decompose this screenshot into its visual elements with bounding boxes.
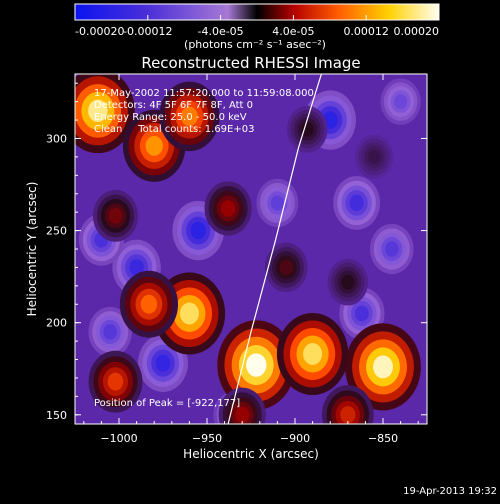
emission-source [373, 355, 393, 379]
emission-source [340, 406, 356, 424]
negative-residual [103, 324, 117, 340]
emission-sources [75, 74, 421, 424]
emission-source [107, 372, 124, 391]
y-tick-label: 300 [46, 132, 67, 145]
energy-range: Energy Range: 25.0 - 50.0 keV [94, 112, 247, 123]
emission-source [279, 259, 293, 276]
colorbar-gradient [74, 3, 440, 21]
y-axis-label: Heliocentric Y (arcsec) [25, 182, 39, 317]
x-tick-label: −1000 [100, 432, 137, 445]
chart-title: Reconstructed RHESSI Image [141, 54, 360, 72]
emission-source [303, 343, 323, 365]
y-tick-label: 200 [46, 317, 67, 330]
colorbar: -0.00020-0.00012 -4.0e-05 4.0e-05 0.00012 0.… [74, 3, 440, 51]
emission-source [140, 294, 158, 314]
detectors: Detectors: 4F 5F 6F 7F 8F, Att 0 [94, 100, 253, 111]
x-axis-label: Heliocentric X (arcsec) [183, 447, 319, 461]
x-tick-label: −900 [280, 432, 310, 445]
x-axis: −1000 −950 −900 −850 [83, 74, 419, 445]
time-range: 17-May-2002 11:57:20.000 to 11:59:08.000 [94, 88, 314, 99]
x-tick-label: −850 [368, 432, 398, 445]
negative-residual [354, 305, 369, 322]
colorbar-tick-label: -0.00020 [75, 25, 124, 38]
colorbar-tick-label: 4.0e-05 [272, 25, 314, 38]
emission-source [179, 302, 199, 325]
negative-residual [385, 241, 399, 257]
emission-source [145, 135, 163, 156]
emission-source [246, 353, 267, 377]
clean-counts: Clean Total counts: 1.69E+03 [94, 124, 254, 135]
emission-source [341, 274, 355, 290]
solar-limb-line [227, 74, 322, 424]
negative-residual [129, 259, 144, 276]
colorbar-tick-label: -4.0e-05 [197, 25, 243, 38]
generation-date: 19-Apr-2013 19:32 [403, 486, 497, 497]
y-tick-label: 250 [46, 225, 67, 238]
negative-residual [349, 194, 364, 212]
x-tick-label: −950 [192, 432, 222, 445]
negative-residual [394, 94, 408, 110]
emission-source [221, 200, 236, 217]
emission-source [300, 121, 314, 137]
colorbar-tick-label: 0.00020 [394, 25, 440, 38]
colorbar-tick-label: 0.00012 [343, 25, 389, 38]
colorbar-tick-label: -0.00012 [123, 25, 172, 38]
emission-source [367, 149, 381, 165]
info-block: 17-May-2002 11:57:20.000 to 11:59:08.000… [94, 88, 314, 409]
colorbar-unit-label: (photons cm⁻² s⁻¹ asec⁻²) [184, 38, 326, 51]
emission-source [108, 207, 123, 224]
negative-residual [270, 195, 284, 211]
y-axis: 150 200 250 300 [46, 82, 427, 422]
emission-source [180, 106, 198, 127]
y-tick-label: 150 [46, 409, 67, 422]
colorbar-ticks: -0.00020-0.00012 -4.0e-05 4.0e-05 0.00012 0.… [74, 15, 440, 38]
image-plot [75, 74, 427, 424]
negative-residual [190, 221, 206, 240]
emission-source [88, 99, 108, 123]
peak-position: Position of Peak = [-922,177] [94, 398, 240, 409]
negative-residual [155, 354, 171, 372]
emission-source [235, 406, 250, 423]
